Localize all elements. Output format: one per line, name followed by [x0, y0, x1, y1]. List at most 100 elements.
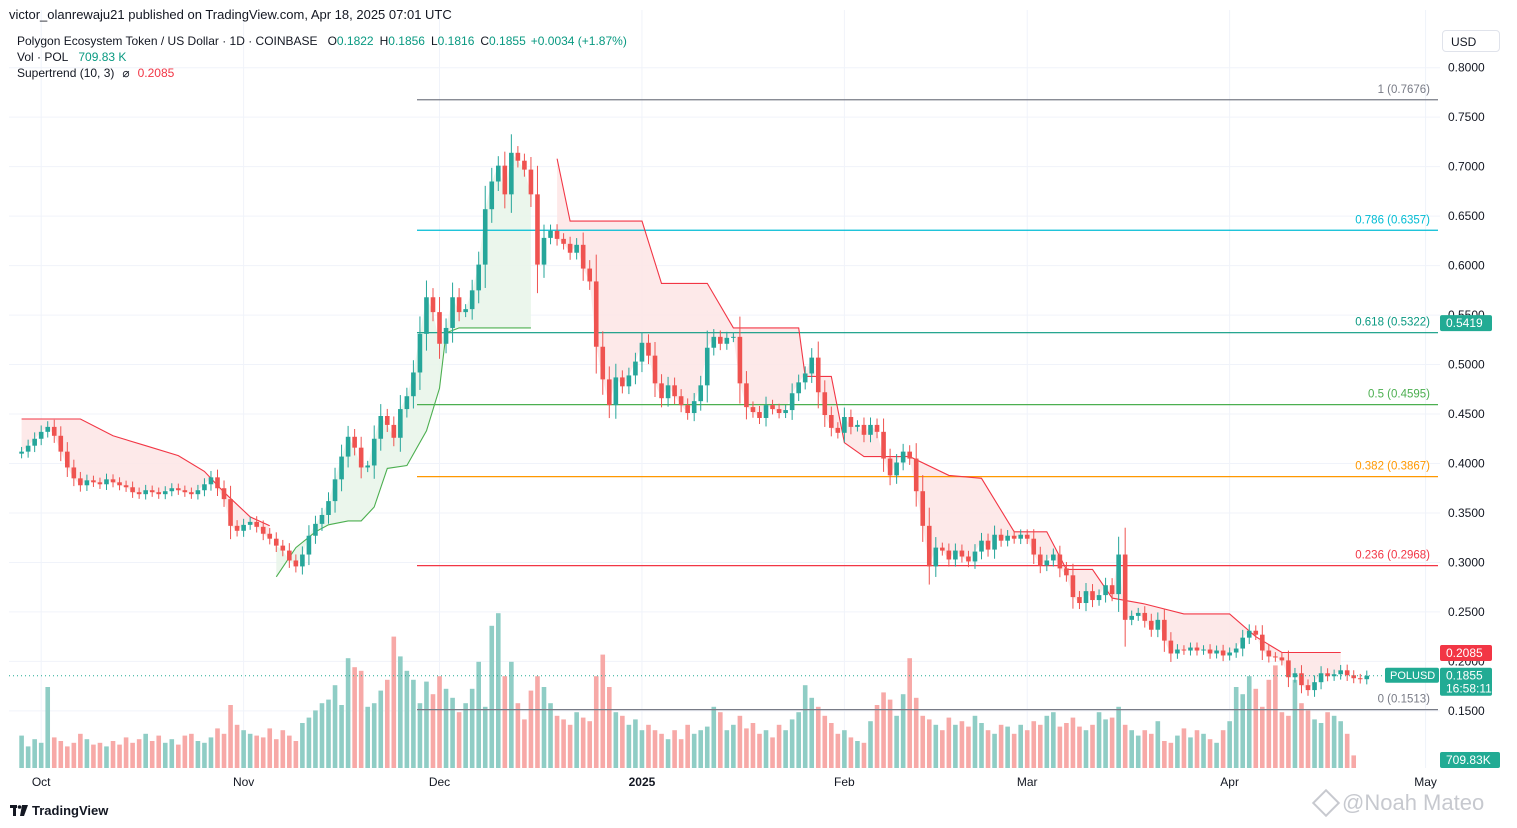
volume-bar [887, 699, 893, 768]
candle-body [874, 424, 880, 432]
volume-bar [1279, 712, 1285, 768]
volume-bar [972, 715, 978, 768]
volume-bar [32, 739, 37, 768]
volume-bar [1024, 730, 1030, 768]
candle-body [1292, 673, 1298, 678]
candle-body [38, 431, 44, 439]
volume-bar [900, 694, 906, 768]
volume-bar [691, 733, 697, 768]
volume-bar [815, 706, 821, 768]
volume-bar [306, 717, 312, 768]
volume-bar [469, 688, 475, 768]
tradingview-logo[interactable]: TradingView [10, 803, 108, 818]
candle-body [1344, 670, 1350, 676]
candle-body [704, 347, 710, 386]
y-tick-label: 0.7500 [1448, 110, 1485, 124]
candle-body [1305, 685, 1311, 691]
candle-body [1194, 647, 1200, 651]
candle-body [593, 281, 599, 347]
volume-bar [1305, 710, 1311, 768]
currency-selector[interactable]: USD [1442, 30, 1500, 52]
volume-bar [593, 676, 599, 768]
volume-bar [535, 676, 540, 768]
candle-body [202, 484, 207, 491]
fib-level-label: 0.618 (0.5322) [1355, 317, 1430, 329]
candle-body [424, 297, 429, 334]
volume-bar [724, 730, 730, 768]
volume-bar [731, 724, 736, 768]
fib-level-label: 0 (0.1513) [1378, 694, 1431, 706]
supertrend-label: Supertrend (10, 3) [17, 66, 115, 80]
volume-bar [1194, 730, 1200, 768]
candle-body [345, 436, 351, 457]
volume-bar [371, 703, 377, 768]
candle-body [450, 297, 455, 328]
volume-bar [554, 715, 560, 768]
volume-bar [907, 658, 912, 768]
candle-body [1096, 595, 1102, 601]
volume-bar [228, 705, 233, 768]
candle-body [1037, 554, 1043, 566]
volume-bar [587, 721, 593, 768]
candle-body [19, 451, 24, 454]
candle-body [620, 377, 625, 387]
candle-body [1083, 591, 1089, 604]
candle-body [1064, 568, 1069, 576]
fibonacci-retracement[interactable]: 1 (0.7676) 0.786 (0.6357) 0.618 (0.5322) 0.… [417, 84, 1438, 711]
volume-bar [1181, 728, 1187, 768]
volume-bar [1018, 724, 1023, 768]
candle-body [822, 392, 828, 416]
candle-body [802, 373, 808, 383]
candle-body [234, 525, 240, 531]
volume-bar [665, 739, 671, 768]
volume-bar [685, 724, 690, 768]
watermark: @Noah Mateo [1311, 788, 1484, 818]
legend-volume-row[interactable]: Vol · POL 709.83 K [17, 49, 627, 65]
volume-bar [874, 705, 880, 768]
candle-body [1122, 554, 1128, 620]
legend-supertrend-row[interactable]: Supertrend (10, 3) ⌀ 0.2085 [17, 65, 627, 81]
candle-body [287, 550, 292, 561]
supertrend-price-tag [1440, 644, 1492, 661]
volume-bar [208, 737, 214, 768]
low-value: 0.1816 [437, 34, 475, 48]
volume-bar [280, 730, 286, 768]
volume-bar [97, 742, 103, 768]
volume-bar [202, 742, 207, 768]
volume-bar [482, 706, 488, 768]
candle-body [1201, 649, 1206, 651]
volume-bar [600, 654, 606, 768]
candle-body [208, 477, 214, 485]
candle-body [750, 407, 756, 413]
publisher-line: victor_olanrewaju21 published on Trading… [9, 7, 452, 22]
candle-body [757, 412, 762, 418]
volume-bar [626, 724, 632, 768]
supertrend-down-line [21, 418, 270, 527]
symbol-title[interactable]: Polygon Ecosystem Token / US Dollar · 1D… [17, 34, 318, 48]
candle-body [587, 268, 593, 282]
volume-bar [1011, 733, 1017, 768]
candle-body [580, 244, 586, 269]
candle-body [51, 426, 57, 436]
supertrend-down-line [556, 158, 1341, 654]
candle-body [1325, 673, 1330, 677]
volume-bar [894, 715, 899, 768]
candle-body [1273, 656, 1278, 658]
candle-body [561, 238, 566, 244]
candle-body [1227, 652, 1232, 656]
candle-body [959, 550, 965, 557]
volume-bar [195, 741, 201, 768]
volume-bar [84, 739, 90, 768]
volume-bar [1227, 721, 1232, 768]
candle-body [313, 523, 318, 536]
volume-bar [352, 667, 357, 768]
volume-bar [992, 733, 997, 768]
candle-body [848, 416, 854, 427]
volume-bar [293, 741, 299, 768]
volume-bar [1299, 703, 1304, 768]
candle-body [371, 438, 377, 466]
volume-bar [38, 742, 44, 768]
fib-price-tag [1440, 315, 1492, 332]
y-tick-label: 0.7000 [1448, 160, 1485, 174]
